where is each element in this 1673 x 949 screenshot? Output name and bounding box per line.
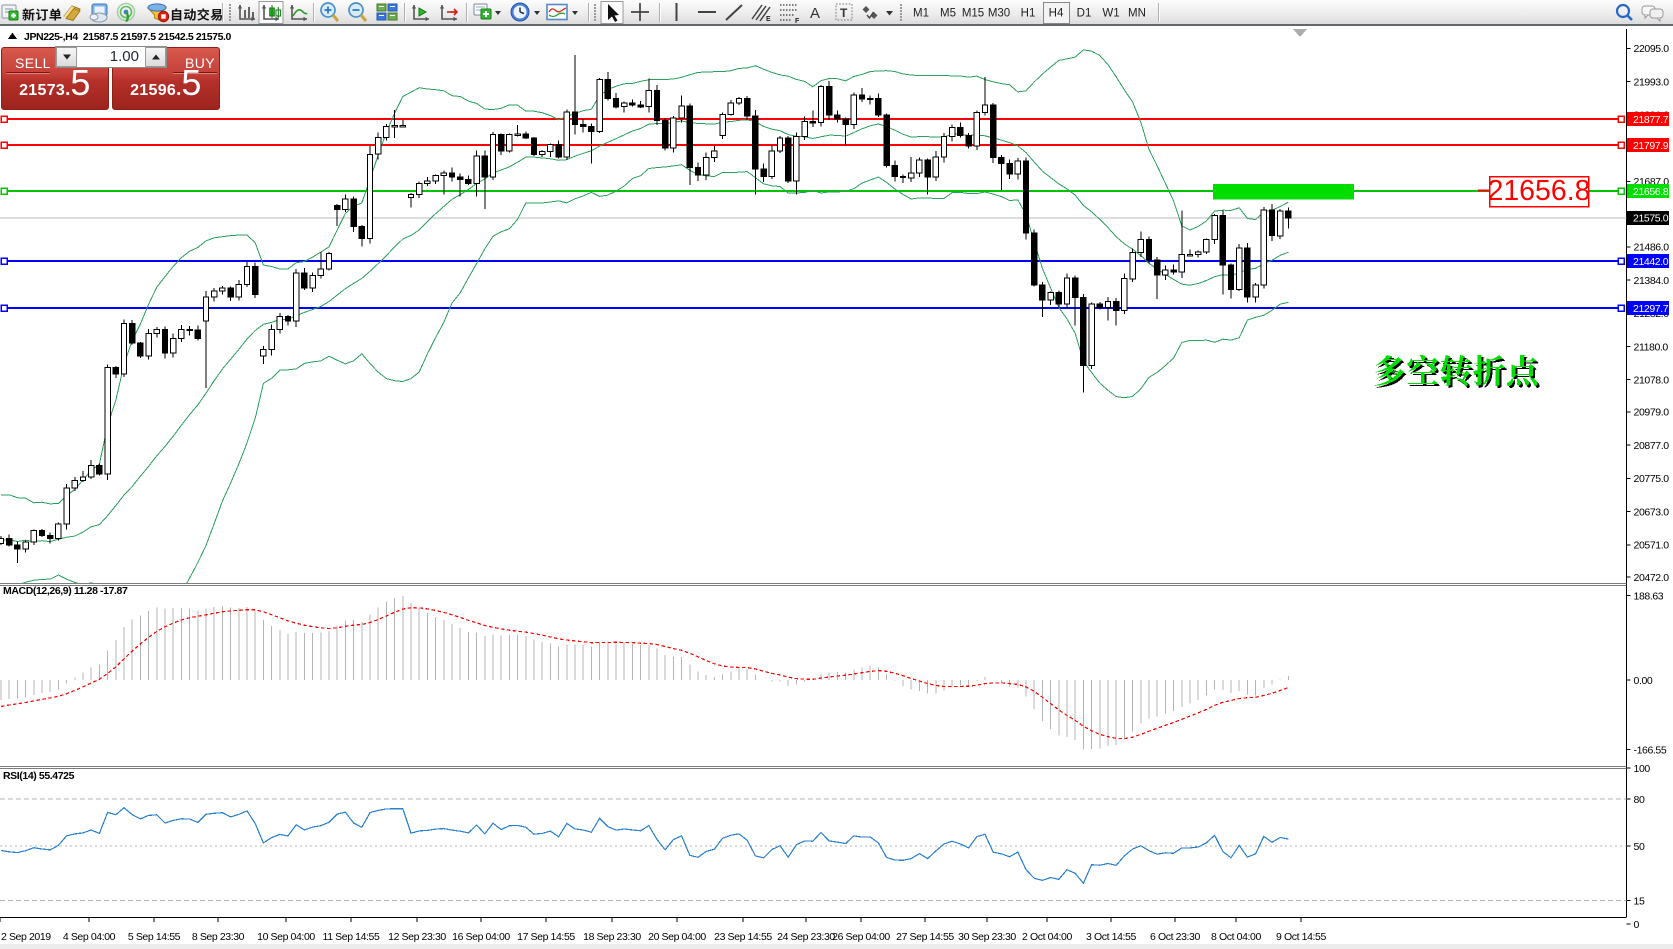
svg-text:21297.7: 21297.7 — [1633, 303, 1669, 315]
svg-text:8 Oct 04:00: 8 Oct 04:00 — [1211, 931, 1261, 943]
svg-text:22095.0: 22095.0 — [1634, 43, 1670, 55]
svg-text:6 Oct 23:30: 6 Oct 23:30 — [1150, 931, 1200, 943]
svg-text:2 Sep 2019: 2 Sep 2019 — [1, 931, 51, 943]
svg-text:M5: M5 — [940, 8, 956, 20]
svg-text:MACD(12,26,9) 11.28 -17.87: MACD(12,26,9) 11.28 -17.87 — [3, 585, 128, 597]
svg-text:0: 0 — [1634, 919, 1640, 931]
svg-text:F: F — [795, 18, 800, 25]
svg-text:12 Sep 23:30: 12 Sep 23:30 — [388, 931, 446, 943]
svg-text:50: 50 — [1634, 841, 1645, 853]
svg-text:21486.0: 21486.0 — [1634, 242, 1670, 254]
svg-text:20979.0: 20979.0 — [1634, 407, 1670, 419]
svg-text:21180.0: 21180.0 — [1634, 341, 1669, 353]
svg-text:20673.0: 20673.0 — [1634, 506, 1670, 518]
svg-text:27 Sep 14:55: 27 Sep 14:55 — [896, 931, 954, 943]
svg-text:D1: D1 — [1077, 8, 1092, 20]
svg-text:20877.0: 20877.0 — [1634, 440, 1670, 452]
svg-text:21442.0: 21442.0 — [1633, 256, 1669, 268]
svg-text:24 Sep 23:30: 24 Sep 23:30 — [777, 931, 835, 943]
svg-text:4 Sep 04:00: 4 Sep 04:00 — [63, 931, 116, 943]
svg-text:8 Sep 23:30: 8 Sep 23:30 — [192, 931, 245, 943]
svg-text:21877.7: 21877.7 — [1633, 114, 1669, 126]
svg-text:M15: M15 — [962, 8, 984, 20]
svg-text:W1: W1 — [1102, 8, 1119, 20]
svg-text:MN: MN — [1128, 8, 1146, 20]
svg-text:18 Sep 23:30: 18 Sep 23:30 — [583, 931, 641, 943]
svg-text:M1: M1 — [913, 8, 929, 20]
svg-text:100: 100 — [1634, 763, 1651, 775]
svg-text:9 Oct 14:55: 9 Oct 14:55 — [1276, 931, 1326, 943]
svg-text:JPN225-,H4 21587.5 21597.5 21: JPN225-,H4 21587.5 21597.5 21542.5 21575… — [24, 31, 232, 43]
svg-text:M30: M30 — [988, 8, 1010, 20]
svg-text:188.63: 188.63 — [1634, 591, 1664, 603]
svg-text:17 Sep 14:55: 17 Sep 14:55 — [517, 931, 575, 943]
svg-text:30 Sep 23:30: 30 Sep 23:30 — [958, 931, 1016, 943]
svg-text:21993.0: 21993.0 — [1634, 76, 1670, 88]
svg-text:26 Sep 04:00: 26 Sep 04:00 — [832, 931, 890, 943]
svg-text:0.00: 0.00 — [1634, 675, 1653, 687]
svg-text:21797.9: 21797.9 — [1633, 140, 1669, 152]
svg-text:5 Sep 14:55: 5 Sep 14:55 — [128, 931, 181, 943]
svg-text:11 Sep 14:55: 11 Sep 14:55 — [323, 931, 380, 943]
svg-text:21656.8: 21656.8 — [1487, 175, 1590, 207]
svg-text:20775.0: 20775.0 — [1634, 473, 1670, 485]
svg-text:21078.0: 21078.0 — [1634, 375, 1670, 387]
svg-text:23 Sep 14:55: 23 Sep 14:55 — [714, 931, 772, 943]
svg-text:20472.0: 20472.0 — [1634, 572, 1670, 584]
svg-text:16 Sep 04:00: 16 Sep 04:00 — [452, 931, 510, 943]
svg-text:20 Sep 04:00: 20 Sep 04:00 — [648, 931, 706, 943]
svg-text:80: 80 — [1634, 794, 1645, 806]
svg-text:H4: H4 — [1049, 8, 1064, 20]
svg-text:RSI(14) 55.4725: RSI(14) 55.4725 — [3, 770, 75, 782]
svg-text:21575.0: 21575.0 — [1633, 213, 1669, 225]
svg-text:3 Oct 14:55: 3 Oct 14:55 — [1086, 931, 1136, 943]
svg-text:E: E — [766, 16, 771, 23]
svg-text:2 Oct 04:00: 2 Oct 04:00 — [1022, 931, 1072, 943]
svg-text:-166.55: -166.55 — [1634, 744, 1667, 756]
svg-text:21384.0: 21384.0 — [1634, 275, 1670, 287]
svg-text:H1: H1 — [1021, 8, 1036, 20]
svg-text:A: A — [810, 5, 820, 22]
svg-text:15: 15 — [1634, 895, 1645, 907]
svg-text:10 Sep 04:00: 10 Sep 04:00 — [257, 931, 315, 943]
svg-text:21656.8: 21656.8 — [1633, 186, 1669, 198]
svg-text:20571.0: 20571.0 — [1634, 540, 1670, 552]
svg-text:T: T — [840, 6, 848, 20]
